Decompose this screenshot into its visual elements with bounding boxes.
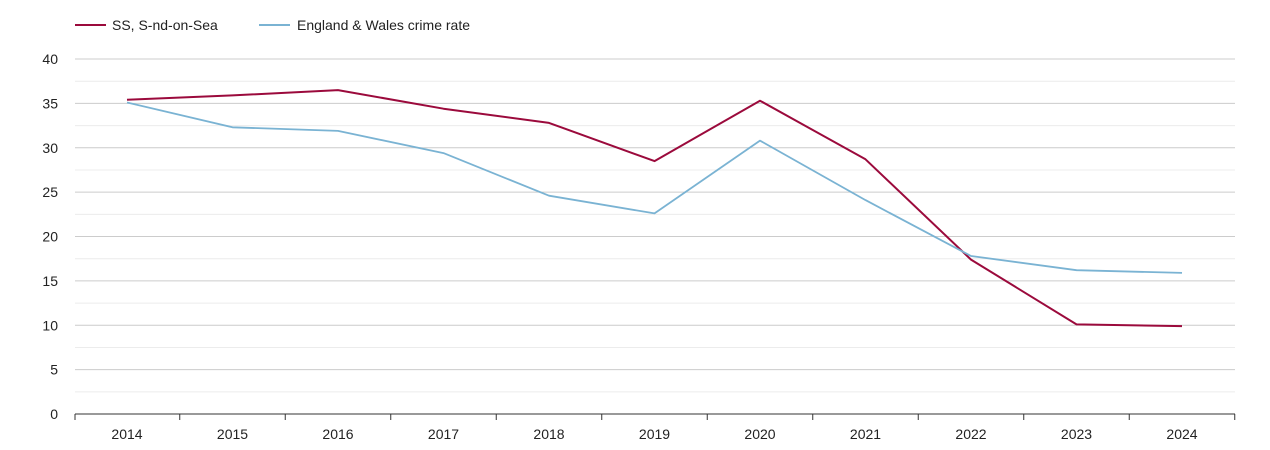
y-tick-label: 5	[50, 362, 58, 378]
y-tick-label: 35	[42, 95, 58, 111]
y-tick-label: 20	[42, 229, 58, 245]
grid-layer	[75, 58, 1235, 393]
x-tick-label: 2020	[744, 426, 775, 442]
x-tick-label: 2019	[639, 426, 670, 442]
x-tick-label: 2021	[850, 426, 881, 442]
x-tick-label: 2023	[1061, 426, 1092, 442]
x-tick-label: 2017	[428, 426, 459, 442]
y-tick-label: 0	[50, 406, 58, 422]
x-tick-label: 2015	[217, 426, 248, 442]
series-line-0	[126, 89, 1183, 328]
y-tick-label: 25	[42, 184, 58, 200]
x-tick-label: 2024	[1166, 426, 1197, 442]
legend: SS, S-nd-on-Sea England & Wales crime ra…	[75, 17, 470, 33]
y-tick-label: 40	[42, 51, 58, 67]
series-layer	[126, 89, 1183, 328]
x-tick-label: 2016	[322, 426, 353, 442]
y-tick-label: 30	[42, 140, 58, 156]
legend-label-southend: SS, S-nd-on-Sea	[112, 17, 218, 33]
x-tick-label: 2022	[955, 426, 986, 442]
axis-layer: 0 5 10 15 20 25 30 35 40 2014 2015 2016 2017 2018 2019…	[42, 51, 1236, 442]
x-tick-label: 2014	[111, 426, 142, 442]
x-tick-label: 2018	[533, 426, 564, 442]
y-tick-label: 15	[42, 273, 58, 289]
legend-label-england-wales: England & Wales crime rate	[297, 17, 470, 33]
series-line-1	[126, 101, 1183, 274]
y-tick-label: 10	[42, 317, 58, 333]
